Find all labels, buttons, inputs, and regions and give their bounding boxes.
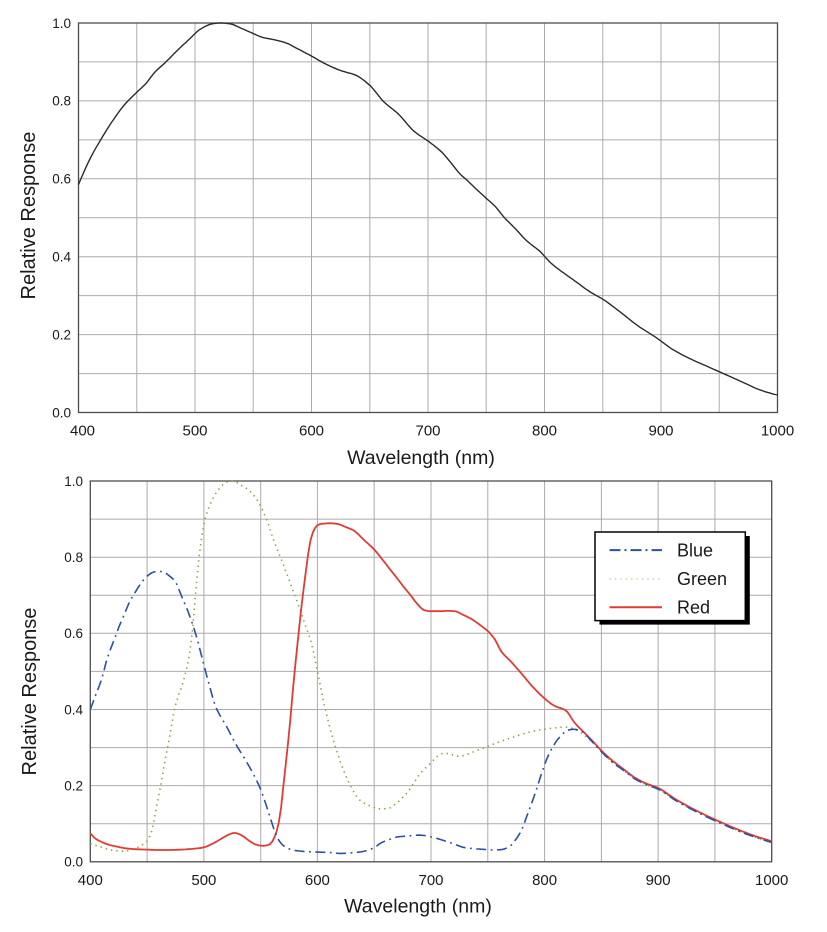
svg-text:900: 900 xyxy=(648,422,673,439)
svg-text:0.4: 0.4 xyxy=(64,702,83,717)
svg-text:Wavelength (nm): Wavelength (nm) xyxy=(347,447,495,469)
svg-text:500: 500 xyxy=(191,872,216,889)
svg-text:Red: Red xyxy=(677,597,710,617)
svg-text:Green: Green xyxy=(677,569,727,589)
svg-text:400: 400 xyxy=(78,872,103,889)
svg-text:700: 700 xyxy=(415,422,440,439)
svg-text:400: 400 xyxy=(70,422,95,439)
svg-text:0.8: 0.8 xyxy=(52,94,71,109)
svg-text:700: 700 xyxy=(418,872,443,889)
svg-text:900: 900 xyxy=(646,872,671,889)
svg-text:0.2: 0.2 xyxy=(64,778,83,793)
svg-text:Blue: Blue xyxy=(677,540,713,560)
svg-text:600: 600 xyxy=(299,422,324,439)
svg-text:800: 800 xyxy=(532,422,557,439)
svg-text:0.0: 0.0 xyxy=(64,855,83,870)
svg-text:Relative Response: Relative Response xyxy=(18,132,40,300)
svg-text:0.2: 0.2 xyxy=(52,327,71,342)
svg-text:800: 800 xyxy=(532,872,557,889)
svg-text:1000: 1000 xyxy=(761,422,794,439)
svg-text:0.6: 0.6 xyxy=(64,626,83,641)
svg-text:0.6: 0.6 xyxy=(52,172,71,187)
svg-text:600: 600 xyxy=(305,872,330,889)
svg-text:Wavelength (nm): Wavelength (nm) xyxy=(344,896,492,918)
svg-text:1.0: 1.0 xyxy=(52,16,71,31)
svg-text:0.0: 0.0 xyxy=(52,405,71,420)
svg-text:0.8: 0.8 xyxy=(64,550,83,565)
svg-text:1000: 1000 xyxy=(755,872,788,889)
svg-text:0.4: 0.4 xyxy=(52,250,71,265)
svg-text:1.0: 1.0 xyxy=(64,474,83,489)
svg-text:Relative Response: Relative Response xyxy=(19,608,41,776)
svg-text:500: 500 xyxy=(182,422,207,439)
